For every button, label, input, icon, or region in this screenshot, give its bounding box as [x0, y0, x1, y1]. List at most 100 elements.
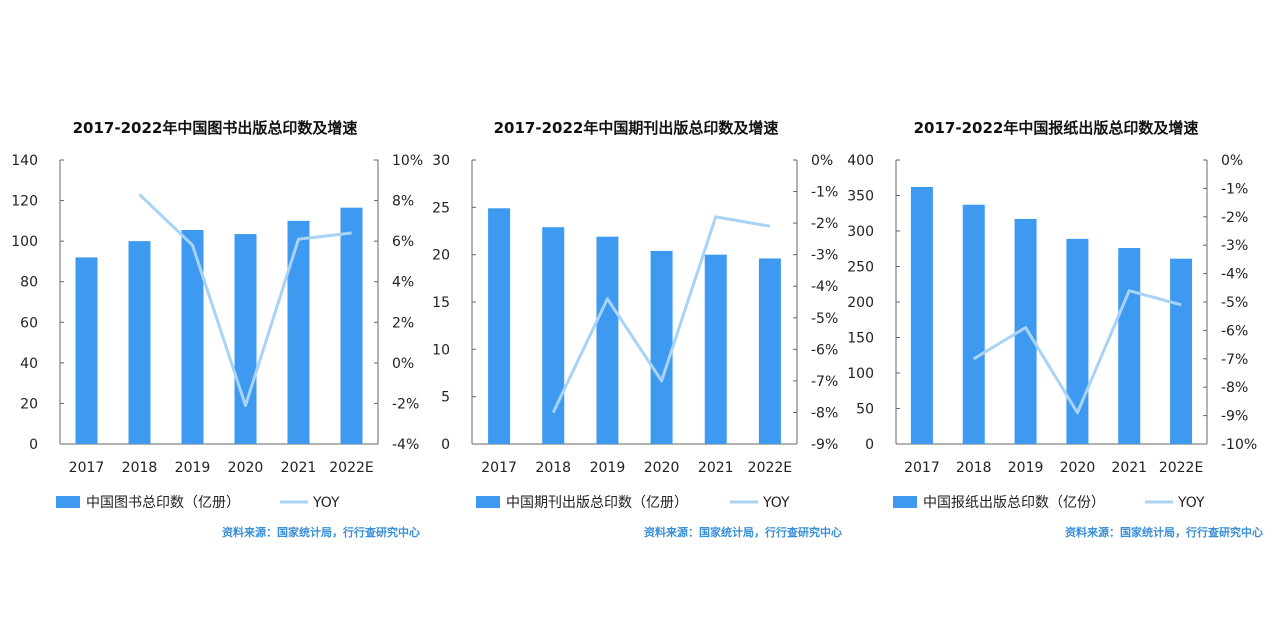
y-right-tick-label: -5%: [811, 311, 838, 327]
bar: [962, 204, 985, 444]
y-right-tick-label: -2%: [392, 396, 419, 412]
y-right-tick-label: -6%: [811, 342, 838, 358]
y-left-tick-label: 100: [847, 366, 874, 382]
legend-bar-swatch: [476, 496, 500, 508]
y-left-tick-label: 140: [11, 153, 38, 169]
y-right-tick-label: 0%: [811, 153, 833, 169]
x-tick-label: 2019: [1008, 460, 1044, 476]
yoy-point: [715, 216, 717, 218]
legend-bar-label: 中国期刊出版总印数（亿册）: [506, 495, 688, 511]
yoy-point: [351, 232, 352, 234]
y-left-tick-label: 5: [441, 390, 450, 406]
y-left-tick-label: 20: [20, 396, 38, 412]
legend-line-label: YOY: [1177, 495, 1205, 511]
bar: [650, 250, 673, 444]
y-right-tick-label: -10%: [1221, 437, 1257, 453]
y-right-tick-label: -9%: [1221, 409, 1248, 425]
yoy-point: [552, 411, 554, 413]
yoy-point: [661, 380, 663, 382]
y-left-tick-label: 0: [441, 437, 450, 453]
yoy-point: [1180, 304, 1182, 306]
chart-source: 资料来源：国家统计局，行行查研究中心: [644, 526, 842, 539]
y-left-tick-label: 60: [20, 315, 38, 331]
y-right-tick-label: -7%: [1221, 352, 1248, 368]
legend-line-label: YOY: [762, 495, 790, 511]
legend-bar-swatch: [56, 496, 80, 508]
y-right-tick-label: -8%: [1221, 380, 1248, 396]
y-left-tick-label: 0: [29, 437, 38, 453]
y-right-tick-label: 2%: [392, 315, 414, 331]
x-tick-label: 2020: [1060, 460, 1096, 476]
y-left-tick-label: 120: [11, 194, 38, 210]
chart-title: 2017-2022年中国期刊出版总印数及增速: [493, 119, 779, 137]
y-left-tick-label: 50: [856, 402, 874, 418]
x-tick-label: 2022E: [1159, 460, 1203, 476]
bar: [128, 241, 151, 444]
bar: [340, 207, 363, 444]
y-right-tick-label: 0%: [392, 356, 414, 372]
y-left-tick-label: 400: [847, 153, 874, 169]
yoy-point: [1128, 290, 1130, 292]
x-tick-label: 2018: [535, 460, 571, 476]
y-right-tick-label: -7%: [811, 374, 838, 390]
x-tick-label: 2020: [228, 460, 264, 476]
y-left-tick-label: 30: [432, 153, 450, 169]
y-left-tick-label: 0: [865, 437, 874, 453]
yoy-point: [769, 225, 771, 227]
chart-title: 2017-2022年中国报纸出版总印数及增速: [913, 119, 1199, 137]
y-right-tick-label: -6%: [1221, 323, 1248, 339]
yoy-point: [139, 193, 140, 195]
bar: [542, 227, 565, 444]
x-tick-label: 2022E: [329, 460, 373, 476]
x-tick-label: 2022E: [748, 460, 792, 476]
bar: [1118, 248, 1141, 444]
y-right-tick-label: -8%: [811, 405, 838, 421]
x-tick-label: 2018: [122, 460, 158, 476]
bar: [704, 254, 727, 444]
yoy-point: [1025, 327, 1027, 329]
x-tick-label: 2019: [175, 460, 211, 476]
y-left-tick-label: 150: [847, 331, 874, 347]
yoy-point: [298, 238, 299, 240]
y-left-tick-label: 100: [11, 234, 38, 250]
x-tick-label: 2020: [644, 460, 680, 476]
y-right-tick-label: 6%: [392, 234, 414, 250]
x-tick-label: 2018: [956, 460, 992, 476]
legend-line-label: YOY: [312, 495, 340, 511]
y-right-tick-label: -4%: [1221, 267, 1248, 283]
x-tick-label: 2017: [904, 460, 940, 476]
bar: [1014, 218, 1037, 444]
y-left-tick-label: 300: [847, 224, 874, 240]
yoy-point: [973, 358, 975, 360]
y-right-tick-label: -1%: [1221, 181, 1248, 197]
y-right-tick-label: 10%: [392, 153, 423, 169]
legend-bar-swatch: [893, 496, 917, 508]
x-tick-label: 2021: [698, 460, 734, 476]
y-left-tick-label: 15: [432, 295, 450, 311]
y-right-tick-label: -2%: [811, 216, 838, 232]
y-left-tick-label: 200: [847, 295, 874, 311]
bar: [910, 186, 933, 445]
bar: [758, 258, 781, 444]
bar: [181, 229, 204, 444]
yoy-point: [245, 404, 246, 406]
y-right-tick-label: -3%: [1221, 238, 1248, 254]
y-right-tick-label: 4%: [392, 275, 414, 291]
y-left-tick-label: 20: [432, 248, 450, 264]
y-right-tick-label: -1%: [811, 185, 838, 201]
yoy-point: [192, 244, 193, 246]
x-tick-label: 2019: [590, 460, 626, 476]
y-right-tick-label: 0%: [1221, 153, 1243, 169]
bar: [596, 236, 619, 444]
bar: [1170, 258, 1193, 444]
y-right-tick-label: 8%: [392, 194, 414, 210]
yoy-point: [606, 298, 608, 300]
y-left-tick-label: 350: [847, 189, 874, 205]
chart-source: 资料来源：国家统计局，行行查研究中心: [1065, 526, 1263, 539]
y-left-tick-label: 40: [20, 356, 38, 372]
y-right-tick-label: -4%: [811, 279, 838, 295]
